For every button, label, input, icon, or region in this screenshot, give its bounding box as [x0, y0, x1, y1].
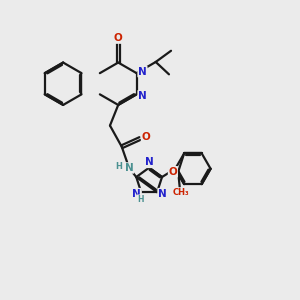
Text: CH₃: CH₃: [172, 188, 189, 197]
Text: N: N: [132, 189, 141, 199]
Text: O: O: [114, 33, 123, 43]
Text: H: H: [116, 162, 122, 171]
Text: N: N: [158, 189, 167, 199]
Text: N: N: [145, 158, 154, 167]
Text: O: O: [169, 167, 177, 177]
Text: N: N: [138, 67, 147, 77]
Text: N: N: [125, 163, 134, 173]
Text: H: H: [137, 195, 143, 204]
Text: O: O: [142, 132, 150, 142]
Text: N: N: [138, 91, 147, 101]
